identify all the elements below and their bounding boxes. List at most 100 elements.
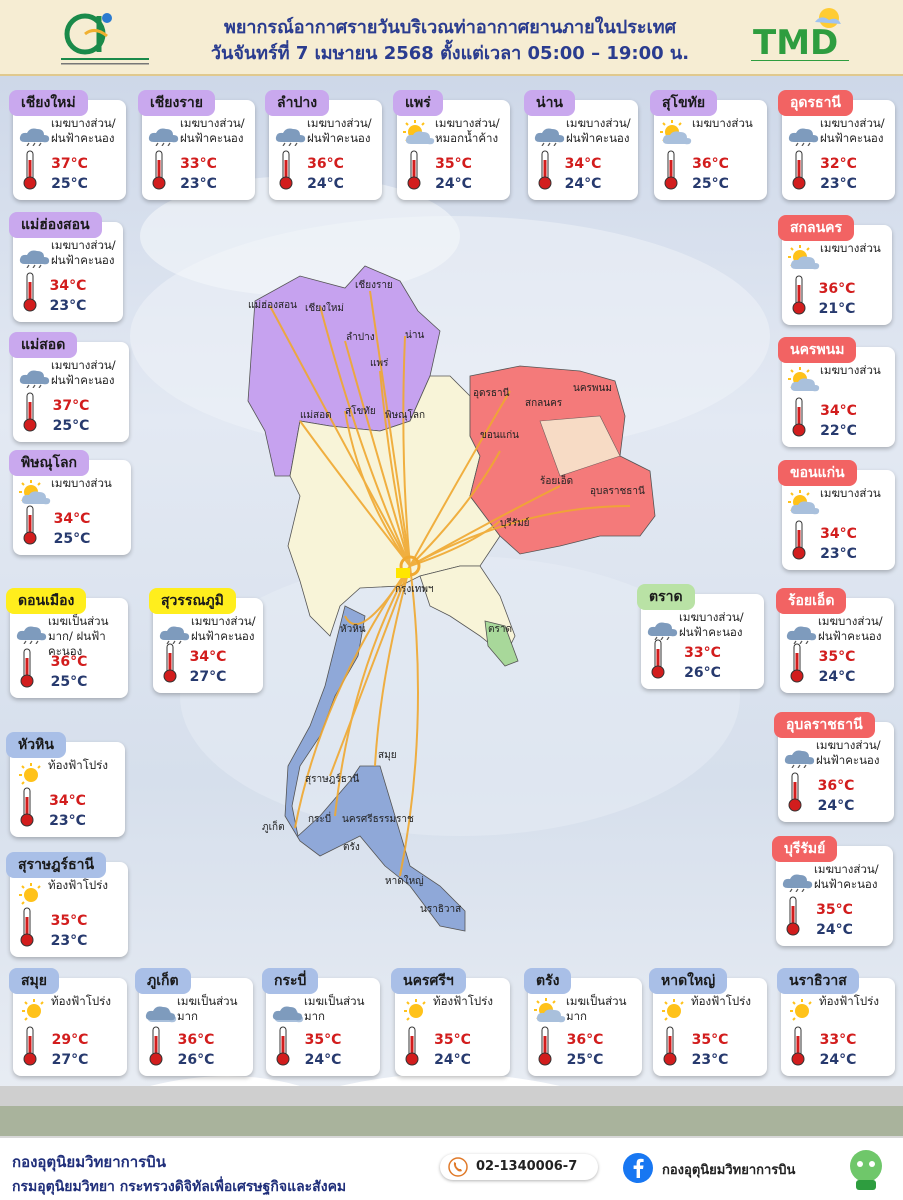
city-name: แพร่ [393, 90, 443, 116]
sun-icon [399, 998, 433, 1024]
city-card: สุราษฎร์ธานี ท้องฟ้าโปร่ง 35°C 23°C [6, 852, 128, 957]
map-label: นราธิวาส [420, 904, 461, 915]
map-label: กระบี่ [308, 811, 331, 825]
weather-description: เมฆบางส่วน [820, 363, 881, 377]
min-temperature: 22°C [820, 423, 857, 439]
map-label: ขอนแก่น [480, 430, 519, 441]
weather-description: ท้องฟ้าโปร่ง [691, 994, 751, 1008]
min-temperature: 23°C [820, 176, 857, 192]
sun-cloud-icon [401, 120, 435, 146]
city-card: ขอนแก่น เมฆบางส่วน 34°C 23°C [778, 460, 895, 570]
min-temperature: 23°C [820, 546, 857, 562]
max-temperature: 36°C [692, 156, 729, 172]
weather-description: เมฆบางส่วน/ ฝนฟ้าคะนอง [566, 116, 631, 145]
facebook-page-name: กองอุตุนิยมวิทยาการบิน [662, 1163, 796, 1178]
city-card: กระบี่ เมฆเป็นส่วนมาก 35°C 24°C [262, 968, 380, 1076]
cloud-rain-icon [157, 618, 191, 645]
city-card: สมุย ท้องฟ้าโปร่ง 29°C 27°C [9, 968, 127, 1076]
sun-icon [657, 998, 691, 1024]
city-card: สุวรรณภูมิ เมฆบางส่วน/ ฝนฟ้าคะนอง 34°C 27°C [149, 588, 263, 693]
title-line-1: พยากรณ์อากาศรายวันบริเวณท่าอากาศยานภายใน… [223, 17, 677, 38]
map-label: แพร่ [370, 358, 389, 369]
city-name: ลำปาง [265, 90, 330, 116]
thermometer-icon [276, 1026, 290, 1066]
city-name: สุราษฎร์ธานี [6, 852, 107, 878]
weather-description: เมฆเป็นส่วนมาก [566, 994, 627, 1023]
min-temperature: 23°C [50, 933, 88, 949]
org-department: กรมอุตุนิยมวิทยา กระทรวงดิจิทัลเพื่อเศรษ… [12, 1179, 347, 1195]
thermometer-icon [792, 520, 806, 560]
max-temperature: 34°C [49, 278, 87, 294]
thermometer-icon [792, 275, 806, 315]
min-temperature: 25°C [566, 1052, 604, 1068]
max-temperature: 35°C [691, 1032, 729, 1048]
max-temperature: 34°C [564, 156, 602, 172]
max-temperature: 36°C [817, 778, 855, 794]
weather-description: ท้องฟ้าโปร่ง [48, 878, 108, 892]
map-label: สุราษฎร์ธานี [305, 773, 359, 785]
flight-routes [269, 290, 631, 877]
thermometer-icon [788, 772, 802, 812]
sun-cloud-icon [532, 998, 566, 1024]
max-temperature: 36°C [818, 281, 856, 297]
weather-description: เมฆบางส่วน/ ฝนฟ้าคะนอง [816, 738, 881, 767]
weather-description: เมฆบางส่วน [692, 116, 753, 130]
cloud-icon [143, 998, 177, 1024]
thermometer-icon [407, 150, 421, 190]
sun-icon [14, 882, 48, 908]
city-name: เชียงใหม่ [9, 90, 88, 116]
city-card: แพร่ เมฆบางส่วน/ หมอกน้ำค้าง 35°C 24°C [393, 90, 510, 200]
map-label: ตรัง [343, 842, 360, 853]
phone-icon [448, 1157, 468, 1177]
sun-icon [785, 998, 819, 1024]
min-temperature: 23°C [49, 298, 87, 314]
min-temperature: 24°C [434, 1052, 471, 1068]
cloud-rain-icon [17, 362, 51, 389]
cloud-rain-icon [273, 120, 307, 147]
map-label: นครพนม [573, 383, 612, 394]
city-name: ร้อยเอ็ด [776, 588, 847, 614]
city-card: แม่สอด เมฆบางส่วน/ ฝนฟ้าคะนอง 37°C 25°C [9, 332, 129, 442]
min-temperature: 24°C [816, 922, 853, 938]
thermometer-icon [23, 505, 37, 545]
facebook-link[interactable]: กองอุตุนิยมวิทยาการบิน [622, 1152, 822, 1183]
max-temperature: 34°C [53, 511, 91, 527]
city-card: นครพนม เมฆบางส่วน 34°C 22°C [778, 337, 895, 447]
phone-contact[interactable]: 02-1340006-7 [440, 1154, 598, 1180]
thermometer-icon [651, 639, 665, 679]
weather-description: เมฆบางส่วน/ ฝนฟ้าคะนอง [820, 116, 885, 145]
city-name: น่าน [524, 90, 576, 116]
weather-description: เมฆเป็นส่วนมาก/ ฝนฟ้าคะนอง [48, 614, 109, 658]
map-label: สมุย [378, 750, 397, 761]
map-label: สุโขทัย [345, 404, 376, 417]
city-card: สุโขทัย เมฆบางส่วน 36°C 25°C [650, 90, 767, 200]
thermometer-icon [20, 787, 34, 827]
thermometer-icon [538, 150, 552, 190]
cloud-rain-icon [786, 120, 820, 147]
max-temperature: 35°C [434, 1032, 471, 1048]
city-card: ร้อยเอ็ด เมฆบางส่วน/ ฝนฟ้าคะนอง 35°C 24°C [776, 588, 894, 693]
city-card: ภูเก็ต เมฆเป็นส่วนมาก 36°C 26°C [135, 968, 253, 1076]
city-card: เชียงราย เมฆบางส่วน/ ฝนฟ้าคะนอง 33°C 23°C [138, 90, 255, 200]
sun-cloud-icon [786, 245, 820, 271]
city-name: หาดใหญ่ [649, 968, 728, 994]
city-name: สุวรรณภูมิ [149, 588, 236, 614]
min-temperature: 25°C [53, 531, 91, 547]
sun-cloud-icon [786, 367, 820, 393]
city-card: พิษณุโลก เมฆบางส่วน 34°C 25°C [9, 450, 131, 555]
max-temperature: 29°C [51, 1032, 89, 1048]
sun-cloud-icon [786, 490, 820, 516]
thermometer-icon [664, 150, 678, 190]
city-name: ภูเก็ต [135, 968, 191, 994]
city-card: ลำปาง เมฆบางส่วน/ ฝนฟ้าคะนอง 36°C 24°C [265, 90, 382, 200]
cloud-rain-icon [780, 866, 814, 893]
sun-icon [17, 998, 51, 1024]
weather-description: ท้องฟ้าโปร่ง [48, 758, 108, 772]
min-temperature: 27°C [51, 1052, 89, 1068]
max-temperature: 33°C [684, 645, 721, 661]
cloud-icon [270, 998, 304, 1024]
city-card: เชียงใหม่ เมฆบางส่วน/ ฝนฟ้าคะนอง 37°C 25°C [9, 90, 126, 200]
thermometer-icon [23, 1026, 37, 1066]
thermometer-icon [663, 1026, 677, 1066]
cloud-rain-icon [146, 120, 180, 147]
